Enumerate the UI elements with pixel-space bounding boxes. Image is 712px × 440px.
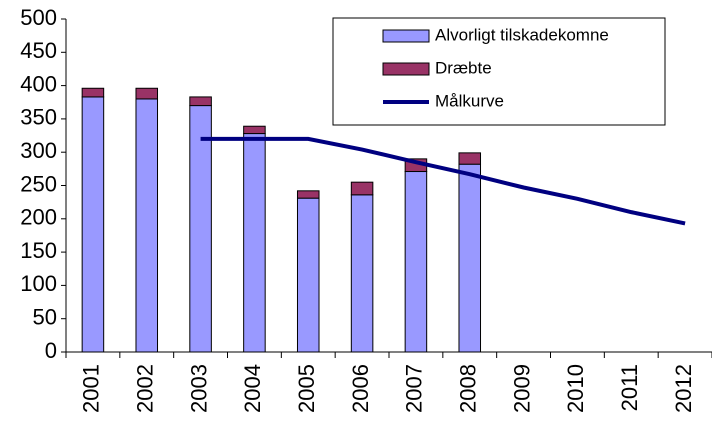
bar <box>135 87 159 100</box>
y-tick-label: 350 <box>20 105 57 130</box>
bar <box>458 152 482 165</box>
bar <box>404 171 428 353</box>
bar <box>243 125 266 135</box>
bar <box>81 96 105 353</box>
x-tick-label: 2011 <box>617 364 642 411</box>
line <box>200 136 686 226</box>
bar <box>81 87 105 98</box>
x-tick-label: 2006 <box>348 364 373 413</box>
x-tick-label: 2005 <box>294 364 319 413</box>
legend-label: Målkurve <box>435 91 504 110</box>
y-tick-label: 400 <box>20 71 57 96</box>
x-tick-label: 2012 <box>671 364 696 413</box>
legend-label: Alvorligt tilskadekomne <box>435 25 609 44</box>
y-tick-label: 50 <box>33 305 57 330</box>
y-tick-label: 150 <box>20 238 57 263</box>
x-tick-label: 2001 <box>79 364 104 413</box>
y-tick-label: 300 <box>20 138 57 163</box>
legend-swatch <box>382 29 430 43</box>
y-tick-label: 100 <box>20 271 57 296</box>
bar <box>189 96 212 107</box>
y-tick-label: 0 <box>45 338 57 363</box>
x-tick-label: 2003 <box>186 364 211 413</box>
bar <box>458 163 482 353</box>
x-tick-label: 2002 <box>133 364 158 413</box>
x-tick-label: 2007 <box>402 364 427 413</box>
y-tick-label: 500 <box>20 5 57 30</box>
x-tick-label: 2004 <box>240 364 265 413</box>
bar <box>296 190 320 199</box>
x-tick-label: 2010 <box>563 364 588 413</box>
legend: Alvorligt tilskadekomne Dræbte Målkurve <box>382 25 609 110</box>
bar <box>296 197 320 353</box>
bar <box>189 105 212 353</box>
legend-label: Dræbte <box>435 58 492 77</box>
y-tick-label: 200 <box>20 205 57 230</box>
bar <box>350 181 374 196</box>
x-tick-label: 2009 <box>509 364 534 413</box>
bar <box>350 194 374 353</box>
y-tick-label: 250 <box>20 171 57 196</box>
bar <box>135 98 159 353</box>
bar <box>243 133 266 353</box>
y-tick-label: 450 <box>20 38 57 63</box>
x-tick-label: 2008 <box>456 364 481 413</box>
legend-swatch <box>382 62 430 76</box>
